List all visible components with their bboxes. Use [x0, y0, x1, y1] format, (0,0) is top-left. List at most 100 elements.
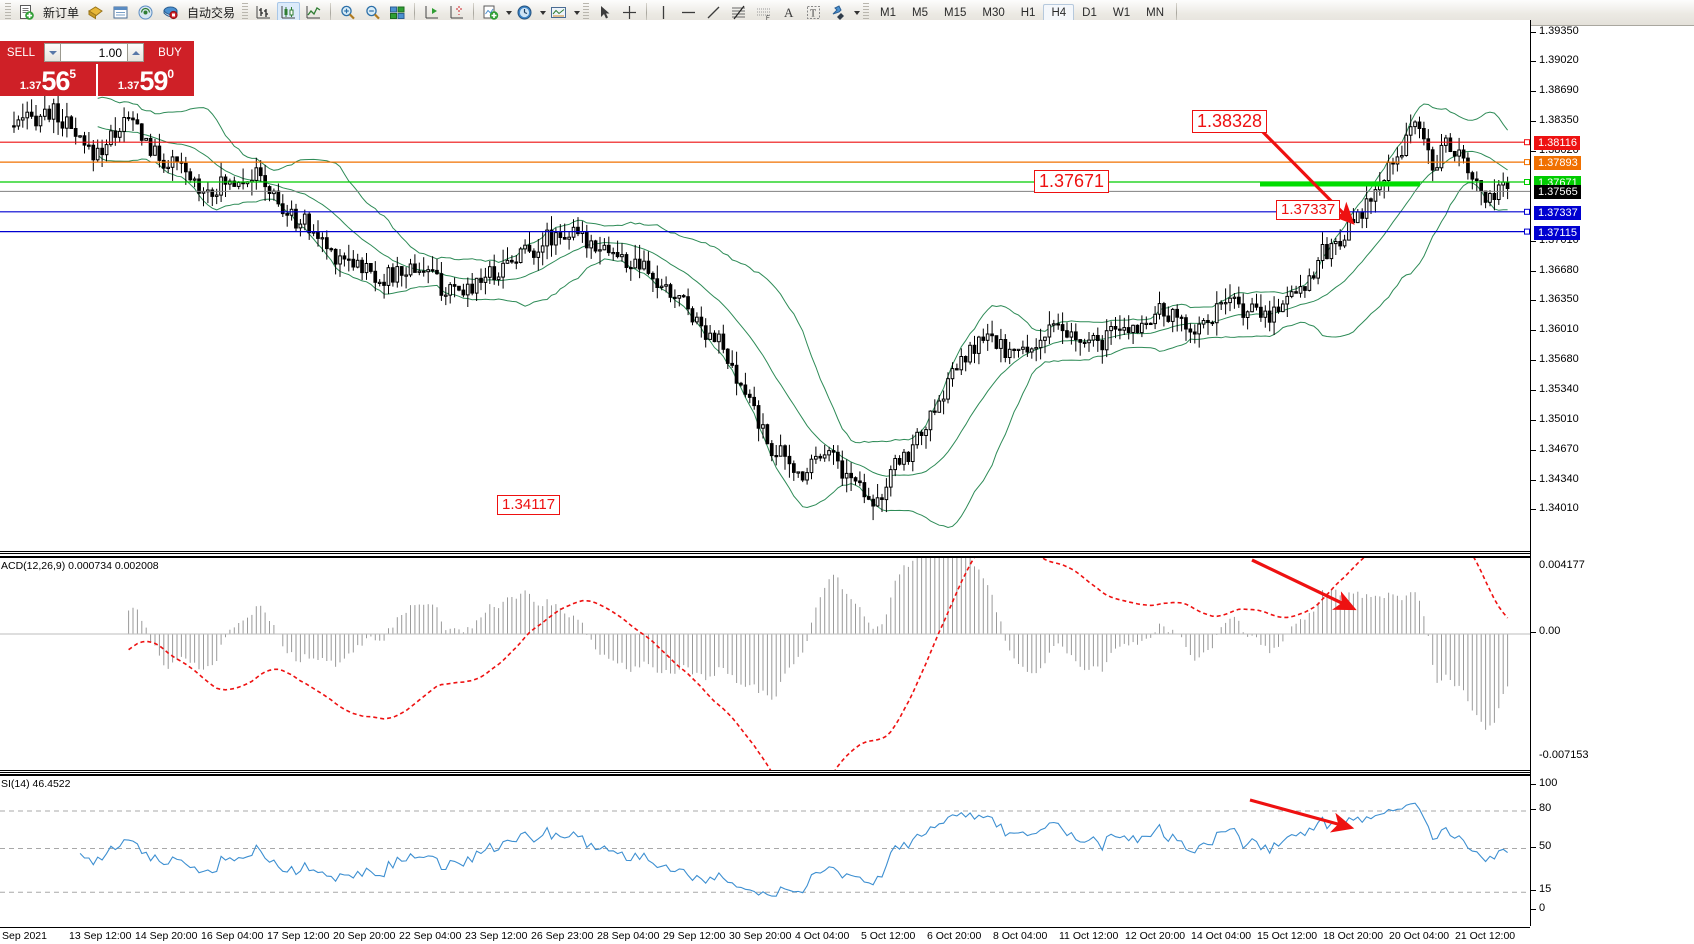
rsi-tick-label: 100 — [1539, 777, 1558, 789]
period-dropdown-caret[interactable] — [540, 10, 547, 15]
annotation-low-134117[interactable]: 1.34117 — [497, 495, 561, 515]
macd-scale[interactable]: 0.004177 0.00 -0.007153 — [1531, 556, 1694, 770]
timeframe-m15[interactable]: M15 — [944, 6, 967, 19]
timeframe-h1[interactable]: H1 — [1020, 6, 1036, 19]
price-tick-mark — [1531, 270, 1536, 272]
autotrade-label[interactable]: 自动交易 — [187, 6, 236, 20]
rsi-scale[interactable]: 100 80 50 15 0 — [1531, 774, 1694, 926]
level-handle[interactable] — [1524, 159, 1530, 166]
period-icon[interactable] — [513, 2, 536, 24]
candle-bullish — [536, 251, 541, 258]
price-label-orange[interactable]: 1.37893 — [1534, 156, 1581, 171]
candle-bearish — [139, 123, 144, 141]
buy-price-display[interactable]: 1.37 59 0 — [98, 64, 194, 96]
volume-decrease-button[interactable] — [44, 43, 61, 62]
price-pane[interactable] — [0, 20, 1530, 551]
candle-bearish — [258, 167, 263, 177]
timeframe-m1[interactable]: M1 — [880, 6, 897, 19]
level-handle[interactable] — [1524, 208, 1530, 215]
volume-stepper[interactable]: 1.00 — [42, 41, 146, 64]
toolbar-grip[interactable] — [5, 2, 11, 23]
price-scale[interactable]: 1.393501.390201.386901.383501.380201.370… — [1531, 20, 1694, 551]
toolbar-grip-3[interactable] — [583, 2, 590, 23]
candle-bearish — [382, 281, 386, 286]
timeframe-h4[interactable]: H4 — [1043, 3, 1075, 22]
crosshair-icon[interactable] — [618, 2, 641, 24]
annotation-level-137671[interactable]: 1.37671 — [1034, 170, 1110, 193]
annotation-high-138328[interactable]: 1.38328 — [1192, 110, 1268, 133]
timeframe-w1[interactable]: W1 — [1112, 6, 1131, 19]
candle-bearish — [1259, 306, 1263, 318]
price-label-last[interactable]: 1.37565 — [1534, 185, 1581, 200]
rsi-pane[interactable]: SI(14) 46.4522 — [0, 774, 1530, 926]
price-label-blue-1[interactable]: 1.37337 — [1534, 205, 1581, 220]
text-box-icon[interactable]: T — [802, 2, 825, 24]
level-handle[interactable] — [1524, 139, 1530, 146]
volume-increase-button[interactable] — [127, 43, 144, 62]
toolbar-grip-2[interactable] — [242, 2, 249, 23]
volume-input[interactable]: 1.00 — [61, 43, 127, 62]
svg-text:F: F — [766, 16, 770, 21]
window-tile-icon[interactable] — [386, 2, 409, 24]
level-handle[interactable] — [1524, 179, 1530, 185]
sell-price-display[interactable]: 1.37 56 5 — [0, 64, 96, 96]
timeframe-m5[interactable]: M5 — [912, 6, 928, 19]
price-tick-mark — [1531, 419, 1536, 421]
toolbar-grip-4[interactable] — [863, 2, 870, 23]
zoom-out-icon[interactable] — [361, 2, 384, 24]
level-handle[interactable] — [1524, 228, 1530, 235]
cursor-icon[interactable] — [593, 2, 616, 24]
line-chart-icon[interactable] — [302, 2, 325, 24]
vertical-line-icon[interactable] — [652, 2, 675, 24]
new-order-label[interactable]: 新订单 — [43, 6, 80, 20]
rsi-downtrend-arrow[interactable] — [1249, 798, 1355, 833]
price-label-blue-2[interactable]: 1.37115 — [1534, 225, 1580, 240]
one-click-trading-panel[interactable]: SELL 1.00 BUY 1.37 56 5 1.37 59 0 — [0, 41, 194, 96]
candle-bullish — [417, 270, 422, 273]
templates-dropdown-caret[interactable] — [574, 10, 581, 15]
indicators-icon[interactable] — [479, 2, 502, 24]
macd-pane[interactable]: ACD(12,26,9) 0.000734 0.002008 — [0, 556, 1530, 770]
timeframe-m30[interactable]: M30 — [982, 6, 1005, 19]
timeframe-d1[interactable]: D1 — [1082, 6, 1097, 19]
signals-icon[interactable] — [134, 2, 157, 24]
buy-button[interactable]: BUY — [146, 41, 194, 64]
candle-bearish — [1452, 151, 1457, 157]
timeframe-mn[interactable]: MN — [1146, 6, 1164, 19]
pane-separator-1[interactable] — [0, 551, 1530, 554]
trendline-icon[interactable] — [702, 2, 725, 24]
candle-bullish — [937, 400, 942, 413]
macd-downtrend-arrow[interactable] — [1251, 558, 1357, 611]
candle-bearish — [1166, 315, 1171, 322]
pane-separator-2[interactable] — [0, 770, 1530, 773]
data-window-icon[interactable] — [109, 2, 132, 24]
fibonacci-icon[interactable] — [727, 2, 750, 24]
candle-bearish — [373, 270, 378, 283]
annotation-level-137337[interactable]: 1.37337 — [1276, 200, 1341, 220]
shapes-icon[interactable] — [827, 2, 850, 24]
candle-bearish — [994, 335, 999, 349]
horizontal-line-icon[interactable] — [677, 2, 700, 24]
templates-icon[interactable] — [547, 2, 570, 24]
text-label-icon[interactable]: A — [777, 2, 800, 24]
time-axis[interactable]: Sep 2021 13 Sep 12:00 14 Sep 20:00 16 Sep 0… — [0, 927, 1530, 944]
candle-bearish — [1417, 121, 1422, 129]
sell-button[interactable]: SELL — [0, 41, 42, 64]
candle-bullish — [664, 284, 668, 287]
shift-end-icon[interactable] — [420, 2, 443, 24]
candle-bullish — [1157, 303, 1162, 315]
candle-bullish — [505, 259, 510, 264]
channel-icon[interactable]: F — [752, 2, 775, 24]
zoom-in-icon[interactable] — [336, 2, 359, 24]
candle-bearish — [1325, 244, 1329, 260]
candle-bearish — [712, 332, 717, 343]
grid-icon[interactable] — [445, 2, 468, 24]
autotrade-icon[interactable] — [159, 2, 182, 24]
new-order-icon[interactable] — [15, 2, 38, 24]
shapes-dropdown-caret[interactable] — [854, 10, 861, 15]
price-tick-mark — [1531, 32, 1536, 33]
indicators-dropdown-caret[interactable] — [506, 10, 513, 15]
bar-chart-icon[interactable] — [252, 2, 275, 24]
price-label-resistance[interactable]: 1.38116 — [1534, 136, 1580, 151]
expert-advisors-icon[interactable] — [84, 2, 107, 24]
